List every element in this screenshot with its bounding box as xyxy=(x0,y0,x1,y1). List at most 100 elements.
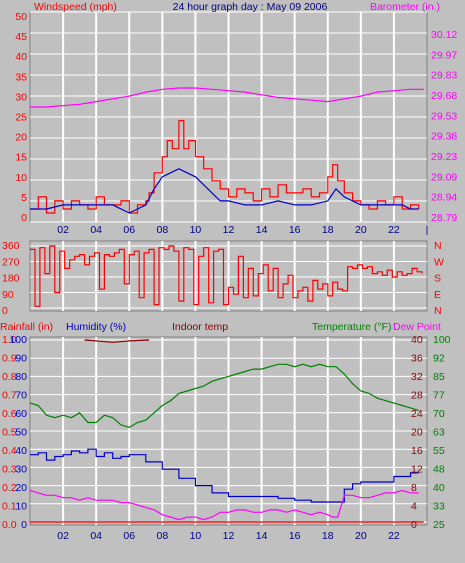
wind-tick-label: 35 xyxy=(15,71,27,83)
temperature-tick-label: 85 xyxy=(433,371,445,383)
humidity-tick-label: 10 xyxy=(15,501,27,513)
wind-average-line xyxy=(30,168,419,214)
x-tick-label: 04 xyxy=(90,224,102,236)
x-tick-label: 10 xyxy=(190,530,202,542)
barometer-tick-label: 30.12 xyxy=(431,29,457,41)
x-tick-label: 06 xyxy=(123,224,135,236)
humidity-tick-label: 40 xyxy=(15,445,27,457)
rainfall-y-label: Rainfall (in) xyxy=(0,321,53,333)
x-tick-label: 08 xyxy=(156,224,168,236)
indoor-tick-label: 20 xyxy=(411,427,423,439)
humidity-tick-label: 20 xyxy=(15,482,27,494)
barometer-tick-label: 29.23 xyxy=(431,151,457,163)
rainfall-tick-label: 0.8 xyxy=(2,371,17,383)
wind-tick-label: 20 xyxy=(15,132,27,144)
indoor-tick-label: 8 xyxy=(411,482,417,494)
indoor-temp-y-label: Indoor temp xyxy=(172,321,228,333)
barometer-y-label: Barometer (in.) xyxy=(370,1,440,13)
indoor-tick-label: 36 xyxy=(411,353,423,365)
wind-tick-label: 50 xyxy=(15,11,27,23)
humidity-tick-label: 0 xyxy=(21,519,27,531)
indoor-tick-label: 40 xyxy=(411,334,423,346)
wind-y-label: Windspeed (mph) xyxy=(34,1,117,13)
barometer-tick-label: 29.38 xyxy=(431,131,457,143)
rainfall-tick-label: 0.7 xyxy=(2,390,17,402)
x-tick-label: 22 xyxy=(388,530,400,542)
temperature-tick-label: 48 xyxy=(433,464,445,476)
wind-direction-line xyxy=(30,245,423,307)
direction-tick-label: 180 xyxy=(2,273,20,285)
rainfall-tick-label: 1.0 xyxy=(2,334,17,346)
temperature-line xyxy=(29,363,419,429)
barometer-tick-label: 29.09 xyxy=(431,171,457,183)
wind-tick-label: 40 xyxy=(15,51,27,63)
humidity-tick-label: 30 xyxy=(15,464,27,476)
direction-tick-label: 0 xyxy=(2,305,8,317)
temperature-tick-label: 100 xyxy=(433,334,451,346)
humidity-tick-label: 50 xyxy=(15,427,27,439)
humidity-tick-label: 90 xyxy=(15,353,27,365)
rainfall-tick-label: 0.2 xyxy=(2,482,17,494)
indoor-tick-label: 32 xyxy=(411,371,423,383)
barometer-tick-label: 29.97 xyxy=(431,49,457,61)
x-tick-label: 04 xyxy=(90,530,102,542)
compass-label: N xyxy=(434,305,442,317)
barometer-tick-label: 28.79 xyxy=(431,212,457,224)
humidity-tick-label: 60 xyxy=(15,408,27,420)
temperature-tick-label: 92 xyxy=(433,353,445,365)
rainfall-tick-label: 0.5 xyxy=(2,427,17,439)
compass-label: S xyxy=(434,273,441,285)
temperature-y-label: Temperature (°F) xyxy=(312,321,391,333)
wind-tick-label: 25 xyxy=(15,112,27,124)
x-tick-label: 18 xyxy=(322,224,334,236)
x-tick-label: 12 xyxy=(223,530,235,542)
humidity-tick-label: 100 xyxy=(9,334,27,346)
wind-tick-label: 45 xyxy=(15,31,27,43)
x-tick-label: 20 xyxy=(355,530,367,542)
x-tick-label: 18 xyxy=(322,530,334,542)
x-tick-label: 02 xyxy=(57,530,69,542)
wind-gust-line xyxy=(30,119,420,214)
x-tick-label: 08 xyxy=(156,530,168,542)
temperature-tick-label: 33 xyxy=(433,501,445,513)
wind-tick-label: 10 xyxy=(15,172,27,184)
temperature-tick-label: 55 xyxy=(433,445,445,457)
x-tick-label: 14 xyxy=(256,224,268,236)
temperature-tick-label: 70 xyxy=(433,408,445,420)
temperature-tick-label: 25 xyxy=(433,519,445,531)
direction-tick-label: 360 xyxy=(2,240,20,252)
x-tick-label: 16 xyxy=(289,530,301,542)
x-tick-label: 02 xyxy=(57,224,69,236)
humidity-tick-label: 80 xyxy=(15,371,27,383)
wind-tick-label: 15 xyxy=(15,152,27,164)
dew-point-y-label: Dew Point xyxy=(393,321,441,333)
indoor-tick-label: 4 xyxy=(411,501,417,513)
indoor-temp-line xyxy=(84,339,150,343)
wind-tick-label: 5 xyxy=(21,192,27,204)
humidity-tick-label: 70 xyxy=(15,390,27,402)
wind-tick-label: 0 xyxy=(21,212,27,224)
rainfall-tick-label: 0.1 xyxy=(2,501,17,513)
indoor-tick-label: 0 xyxy=(411,519,417,531)
x-tick-label: | xyxy=(426,224,429,236)
dew-point-line xyxy=(29,489,419,521)
rainfall-tick-label: 0.6 xyxy=(2,408,17,420)
barometer-tick-label: 29.83 xyxy=(431,70,457,82)
x-tick-label: 16 xyxy=(289,224,301,236)
wind-tick-label: 30 xyxy=(15,91,27,103)
indoor-tick-label: 24 xyxy=(411,408,423,420)
x-tick-label: 06 xyxy=(123,530,135,542)
x-tick-label: 20 xyxy=(355,224,367,236)
humidity-y-label: Humidity (%) xyxy=(66,321,126,333)
rainfall-tick-label: 0.9 xyxy=(2,353,17,365)
indoor-tick-label: 12 xyxy=(411,464,423,476)
x-tick-label: 12 xyxy=(223,224,235,236)
compass-label: W xyxy=(434,256,444,268)
compass-label: E xyxy=(434,289,441,301)
rainfall-tick-label: 0.3 xyxy=(2,464,17,476)
temperature-tick-label: 63 xyxy=(433,427,445,439)
x-tick-label: 14 xyxy=(256,530,268,542)
indoor-tick-label: 16 xyxy=(411,445,423,457)
barometer-tick-label: 28.94 xyxy=(431,192,457,204)
